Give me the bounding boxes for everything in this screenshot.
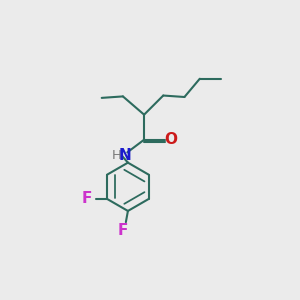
Text: F: F	[82, 191, 92, 206]
Text: F: F	[117, 224, 128, 238]
Text: N: N	[118, 148, 131, 163]
Text: H: H	[112, 149, 122, 162]
Text: O: O	[164, 132, 177, 147]
